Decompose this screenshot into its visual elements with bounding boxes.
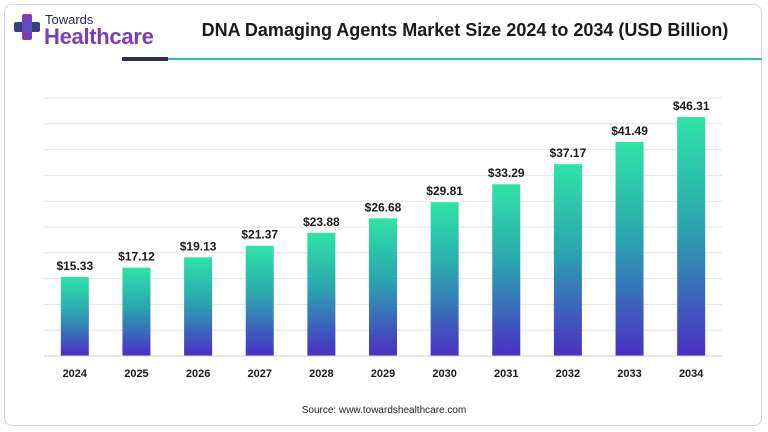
x-axis-ticks: 2024 2025 2026 2027 2028 2029 2030 2031 2032 2033… <box>63 368 705 380</box>
x-tick-label-2030: 2030 <box>432 368 456 380</box>
title-underline-teal <box>168 58 762 60</box>
bars <box>60 117 706 356</box>
data-label-2025: $17.12 <box>118 250 155 264</box>
logo-text-main: Healthcare <box>44 24 154 49</box>
bar-2027 <box>245 245 274 356</box>
x-tick-label-2032: 2032 <box>556 368 580 380</box>
logo-text-top: Towards <box>45 12 94 27</box>
data-label-2034: $46.31 <box>673 99 710 113</box>
x-tick-label-2034: 2034 <box>679 368 704 380</box>
data-label-2028: $23.88 <box>303 215 340 229</box>
bar-2024 <box>60 276 89 356</box>
x-tick-label-2028: 2028 <box>309 368 333 380</box>
bar-2028 <box>307 232 336 356</box>
bar-2033 <box>615 141 644 356</box>
data-labels: $15.33 $17.12 $19.13 $21.37 $23.88 $26.68 $29.… <box>56 99 709 273</box>
logo-icon <box>14 14 40 40</box>
x-tick-label-2029: 2029 <box>371 368 395 380</box>
data-label-2026: $19.13 <box>180 239 217 253</box>
bar-2032 <box>553 164 582 356</box>
source-note: Source: www.towardshealthcare.com <box>301 405 467 416</box>
bar-2029 <box>369 218 397 356</box>
logo: Towards Healthcare <box>12 10 172 50</box>
data-label-2024: $15.33 <box>56 259 93 273</box>
bar-2025 <box>122 267 151 356</box>
chart-title: DNA Damaging Agents Market Size 2024 to … <box>201 20 729 40</box>
x-tick-label-2031: 2031 <box>494 368 518 380</box>
x-tick-label-2033: 2033 <box>617 368 641 380</box>
bar-2031 <box>492 184 521 356</box>
x-tick-label-2027: 2027 <box>247 368 271 380</box>
bar-2030 <box>430 202 459 356</box>
bar-2034 <box>677 117 706 356</box>
x-tick-label-2026: 2026 <box>186 368 210 380</box>
data-label-2029: $26.68 <box>365 200 402 214</box>
data-label-2027: $21.37 <box>241 228 278 242</box>
bar-2026 <box>184 257 213 356</box>
data-label-2030: $29.81 <box>426 184 463 198</box>
data-label-2032: $37.17 <box>550 146 587 160</box>
title-underline-dark <box>122 57 168 61</box>
x-tick-label-2024: 2024 <box>63 368 88 380</box>
data-label-2033: $41.49 <box>611 124 648 138</box>
data-label-2031: $33.29 <box>488 166 525 180</box>
x-tick-label-2025: 2025 <box>124 368 148 380</box>
